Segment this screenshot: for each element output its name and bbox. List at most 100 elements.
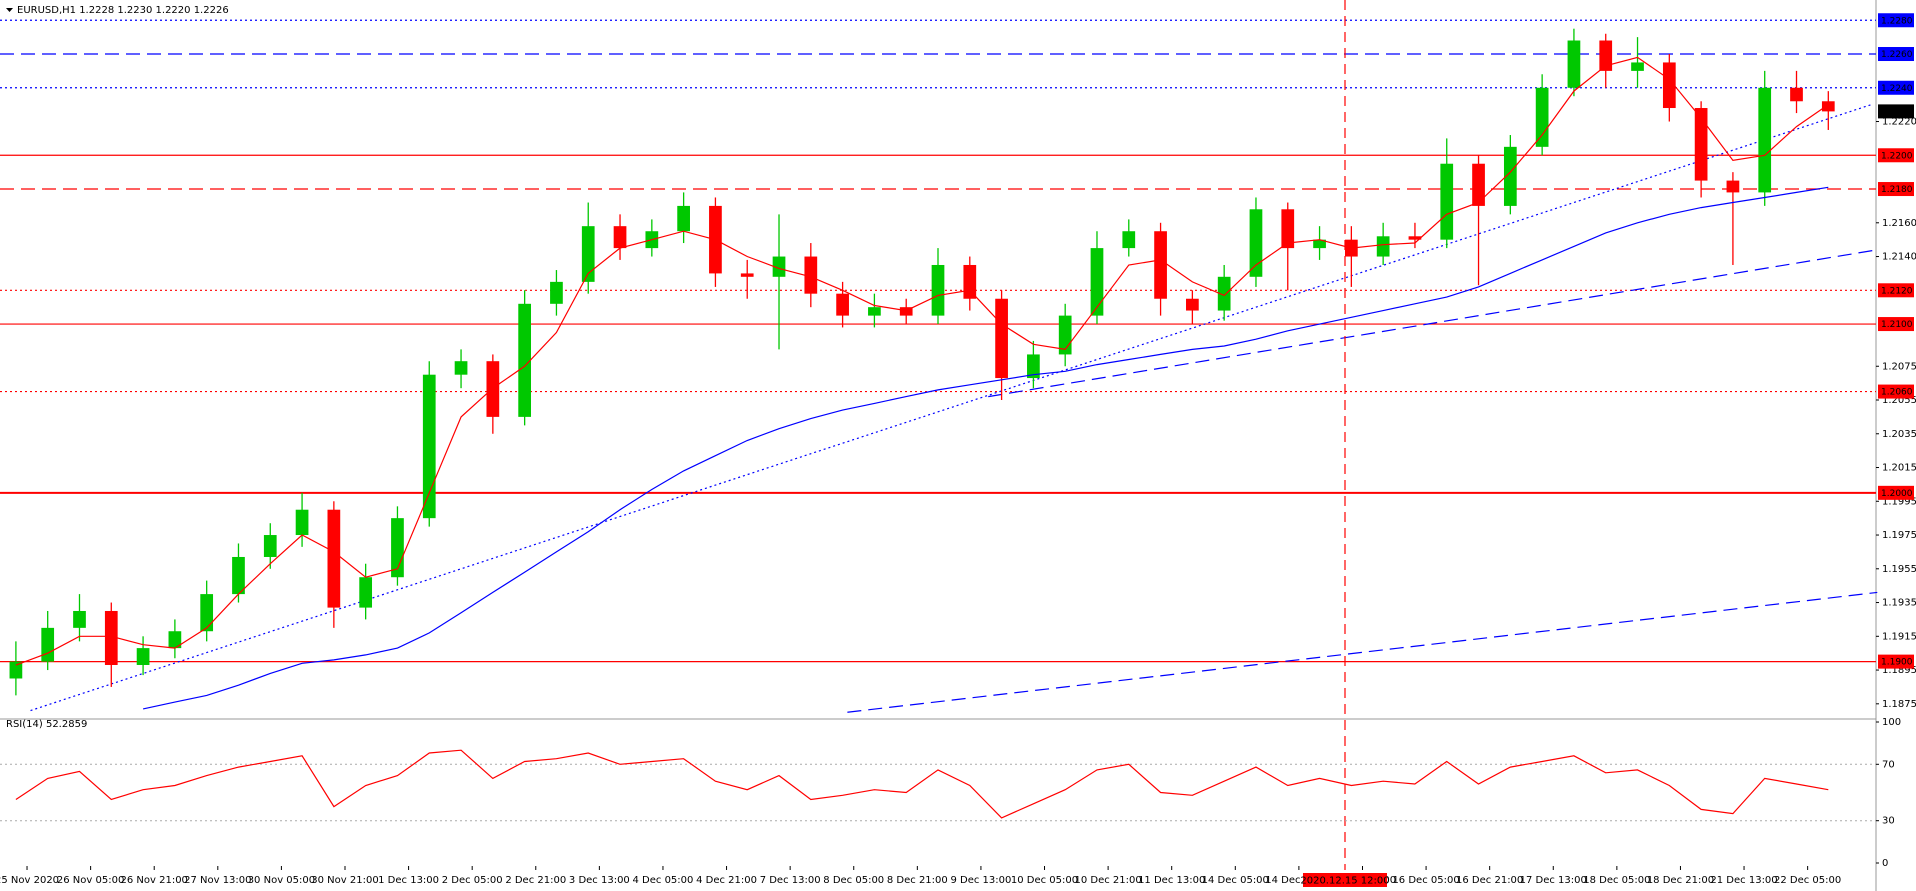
trendline	[847, 591, 1878, 713]
price-label-box	[1878, 104, 1914, 119]
candle-body	[104, 610, 118, 665]
y-tick-label: 1.2035	[1882, 429, 1916, 440]
y-tick-label: 1.1955	[1882, 564, 1916, 575]
candle-body	[1599, 40, 1613, 71]
price-label: 1.2226	[1881, 107, 1913, 117]
level-label: 1.2060	[1881, 388, 1913, 398]
candle-body	[772, 256, 786, 277]
candle-body	[73, 610, 86, 628]
candle-body	[1217, 276, 1231, 311]
candle-body	[422, 374, 436, 519]
level-label: 1.2000	[1881, 489, 1913, 499]
x-tick-label: 16 Dec 21:00	[1456, 875, 1523, 886]
candle-body	[740, 273, 754, 277]
candle-body	[232, 556, 245, 595]
y-tick-label: 1.2220	[1882, 117, 1916, 128]
level-label-box	[1878, 384, 1914, 399]
candle-body	[486, 361, 500, 417]
x-tick-label: 11 Dec 13:00	[1138, 875, 1205, 886]
x-tick-label: 27 Nov 13:00	[184, 875, 251, 886]
candle-body	[1631, 62, 1644, 71]
y-tick-label: 1.2075	[1882, 361, 1916, 372]
level-label-box	[1878, 182, 1914, 197]
candle-body	[1154, 231, 1167, 299]
candle-body	[359, 577, 373, 608]
x-tick-label: 4 Dec 05:00	[633, 875, 694, 886]
x-tick-label: 14 Dec 21:00	[1265, 875, 1332, 886]
candle-body	[1567, 40, 1581, 88]
x-tick-label: 2 Dec 05:00	[442, 875, 503, 886]
x-tick-label: 8 Dec 21:00	[887, 875, 948, 886]
x-tick-label: 14 Dec 05:00	[1202, 875, 1269, 886]
x-tick-label: 18 Dec 05:00	[1583, 875, 1650, 886]
y-tick-label: 30	[1882, 816, 1895, 827]
x-tick-label: 9 Dec 13:00	[950, 875, 1011, 886]
candle-body	[613, 226, 627, 249]
level-label: 1.2100	[1881, 320, 1913, 330]
candle-body	[581, 226, 595, 282]
candle-body	[868, 307, 881, 316]
y-tick-label: 1.1915	[1882, 631, 1916, 642]
candle-body	[1503, 146, 1517, 206]
y-tick-label: 1.1935	[1882, 598, 1916, 609]
candle-body	[327, 509, 341, 608]
y-tick-label: 70	[1882, 759, 1895, 770]
vline-label-box	[1302, 873, 1387, 887]
candle-body	[1694, 108, 1708, 181]
candle-body	[136, 648, 150, 665]
candle-body	[1027, 354, 1040, 379]
x-tick-label: 1 Dec 13:00	[378, 875, 439, 886]
level-label-box	[1878, 654, 1914, 669]
candle-body	[1535, 87, 1549, 147]
y-tick-label: 1.2015	[1882, 463, 1916, 474]
level-label: 1.2240	[1881, 84, 1913, 94]
level-label: 1.2280	[1881, 16, 1913, 26]
candle-body	[168, 631, 182, 649]
candle-body	[263, 535, 277, 557]
candle-body	[295, 509, 309, 536]
level-label: 1.2120	[1881, 286, 1913, 296]
y-tick-label: 1.2055	[1882, 395, 1916, 406]
candle-body	[41, 627, 55, 662]
candle-body	[1821, 101, 1835, 112]
candle-body	[1440, 163, 1454, 240]
x-tick-label: 7 Dec 13:00	[760, 875, 821, 886]
candle-body	[931, 264, 945, 316]
x-tick-label: 10 Dec 05:00	[1011, 875, 1078, 886]
candle-body	[1376, 236, 1390, 257]
x-tick-label: 16 Dec 05:00	[1392, 875, 1459, 886]
x-tick-label: 21 Dec 13:00	[1710, 875, 1777, 886]
x-tick-label: 30 Nov 05:00	[248, 875, 315, 886]
candle-body	[677, 205, 690, 232]
candle-body	[1186, 298, 1199, 311]
candle-body	[963, 264, 977, 299]
y-tick-label: 1.2160	[1882, 218, 1916, 229]
y-tick-label: 1.1895	[1882, 665, 1916, 676]
candle-body	[518, 303, 532, 417]
candle-body	[1790, 87, 1803, 102]
x-tick-label: 18 Dec 21:00	[1647, 875, 1714, 886]
y-tick-label: 1.1875	[1882, 699, 1916, 710]
candle-body	[899, 307, 913, 316]
x-tick-label: 3 Dec 13:00	[569, 875, 630, 886]
rsi-title: RSI(14) 52.2859	[6, 719, 87, 730]
level-label: 1.2180	[1881, 185, 1913, 195]
x-tick-label: 26 Nov 21:00	[121, 875, 188, 886]
candle-body	[200, 594, 214, 632]
y-tick-label: 1.1995	[1882, 496, 1916, 507]
y-tick-label: 1.1975	[1882, 530, 1916, 541]
level-label-box	[1878, 148, 1914, 163]
level-label: 1.2200	[1881, 151, 1913, 161]
y-tick-label: 1.2140	[1882, 252, 1916, 263]
x-tick-label: 17 Dec 13:00	[1520, 875, 1587, 886]
chart-title: EURUSD,H1 1.2228 1.2230 1.2220 1.2226	[17, 5, 229, 16]
candle-body	[9, 661, 23, 679]
x-tick-label: 26 Nov 05:00	[57, 875, 124, 886]
trendline	[30, 104, 1872, 712]
x-tick-label: 8 Dec 05:00	[823, 875, 884, 886]
candle-body	[550, 281, 563, 304]
candle-body	[995, 298, 1008, 379]
y-tick-label: 100	[1882, 717, 1901, 728]
